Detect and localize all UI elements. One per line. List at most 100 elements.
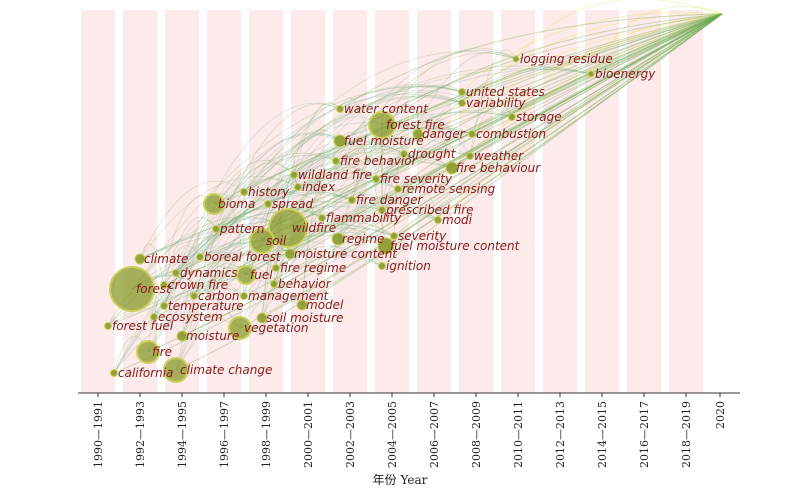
- link-line: [181, 220, 217, 337]
- keyword-node: [240, 292, 248, 300]
- keyword-label: vegetation: [244, 321, 309, 335]
- link-line: [335, 13, 723, 162]
- link-line: [193, 85, 463, 297]
- link-line: [175, 13, 723, 274]
- link-line: [275, 13, 723, 269]
- keyword-node: [400, 150, 408, 158]
- link-line: [469, 49, 517, 157]
- year-band: [627, 10, 661, 393]
- keyword-label: spread: [272, 197, 314, 211]
- link-line: [193, 240, 291, 297]
- year-band: [375, 10, 409, 393]
- link-line: [397, 13, 723, 190]
- keyword-node: [332, 157, 340, 165]
- keyword-label: ecosystem: [158, 310, 223, 324]
- keyword-node: [331, 232, 345, 246]
- link-line: [181, 192, 353, 337]
- link-line: [261, 13, 723, 242]
- link-line: [397, 174, 439, 221]
- x-tick-label: 1992—1993: [134, 401, 147, 468]
- x-tick-label: 2016—2017: [638, 401, 651, 468]
- link-line: [337, 84, 463, 240]
- link-line: [287, 13, 723, 229]
- x-tick-label: 2008—2009: [470, 401, 483, 468]
- link-line: [193, 266, 275, 297]
- link-line: [393, 13, 723, 237]
- link-line: [375, 13, 723, 180]
- keyword-node: [212, 225, 220, 233]
- link-line: [113, 314, 241, 374]
- keyword-label: weather: [474, 149, 524, 163]
- keyword-label: modi: [442, 213, 473, 227]
- keyword-node: [104, 322, 112, 330]
- keyword-node: [176, 330, 188, 342]
- keyword-node: [284, 248, 296, 260]
- link-line: [175, 258, 303, 306]
- x-tick-label: 2010—2011: [512, 401, 525, 468]
- keyword-label: boreal forest: [204, 250, 282, 264]
- link-line: [175, 245, 291, 371]
- keyword-node: [394, 185, 402, 193]
- link-line: [337, 157, 453, 240]
- keyword-node: [136, 340, 160, 364]
- link-line: [337, 124, 419, 240]
- link-line: [139, 176, 299, 260]
- link-line: [417, 119, 453, 169]
- link-line: [511, 13, 723, 118]
- link-line: [261, 148, 471, 319]
- keyword-label: severity: [398, 229, 447, 243]
- keyword-node: [110, 369, 118, 377]
- keyword-label: regime: [342, 232, 384, 246]
- keyword-label: behavior: [278, 277, 332, 291]
- link-line: [243, 122, 419, 193]
- keyword-label: moisture content: [294, 247, 398, 261]
- keyword-node: [236, 265, 256, 285]
- link-line: [261, 116, 383, 242]
- link-line: [243, 51, 517, 193]
- keyword-node: [378, 206, 386, 214]
- link-line: [175, 147, 471, 274]
- link-line: [461, 58, 592, 104]
- keyword-label: california: [118, 366, 173, 380]
- link-line: [113, 265, 247, 374]
- link-line: [147, 293, 165, 353]
- link-line: [107, 13, 723, 327]
- keyword-node: [377, 237, 395, 255]
- link-line: [471, 100, 513, 135]
- keyword-node: [290, 171, 298, 179]
- link-line: [243, 153, 337, 297]
- keyword-node: [134, 253, 146, 265]
- link-line: [375, 138, 405, 180]
- keyword-label: pattern: [219, 222, 264, 236]
- link-line: [261, 180, 399, 319]
- link-line: [243, 152, 453, 193]
- keyword-label: history: [248, 185, 290, 199]
- link-line: [163, 152, 337, 286]
- keyword-label: danger: [422, 127, 466, 141]
- link-line: [175, 178, 399, 274]
- keyword-label: bioma: [218, 197, 255, 211]
- link-line: [339, 131, 387, 247]
- link-line: [213, 13, 723, 205]
- x-tick-label: 2014—2015: [596, 401, 609, 468]
- keyword-node: [333, 134, 347, 148]
- keyword-label: ignition: [386, 259, 431, 273]
- keyword-label: fire behavior: [340, 154, 418, 168]
- link-line: [393, 143, 405, 237]
- keyword-node: [264, 200, 272, 208]
- link-line: [193, 240, 291, 297]
- keyword-node: [378, 262, 386, 270]
- link-line: [403, 13, 723, 155]
- keyword-label: combustion: [476, 127, 546, 141]
- keyword-node: [172, 269, 180, 277]
- year-band: [669, 10, 703, 393]
- link-line: [337, 67, 592, 240]
- link-line: [175, 158, 453, 274]
- keyword-label: climate: [144, 252, 188, 266]
- link-line: [175, 111, 513, 371]
- keyword-label: bioenergy: [595, 67, 656, 81]
- link-line: [163, 249, 383, 286]
- link-line: [381, 13, 723, 211]
- x-tick-label: 2002—2003: [344, 401, 357, 468]
- link-line: [267, 129, 341, 205]
